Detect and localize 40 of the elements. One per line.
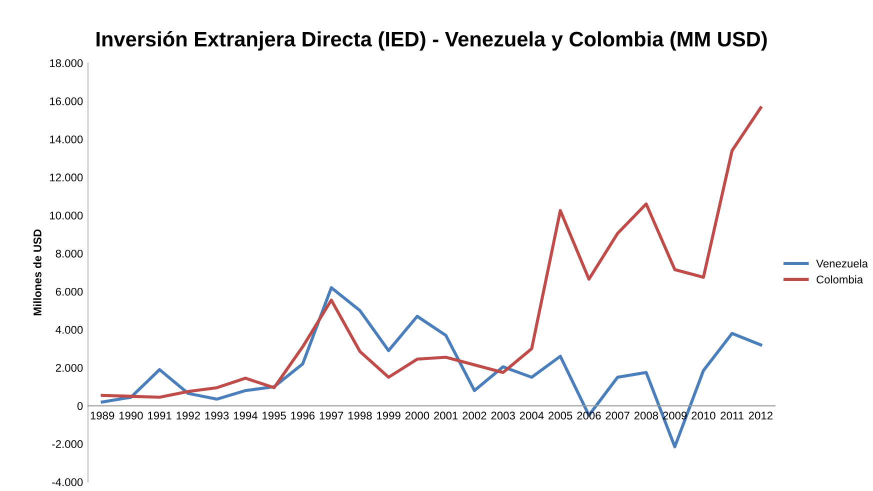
chart-title: Inversión Extranjera Directa (IED) - Venezuela y Colombia (MM USD) [96,31,767,51]
x-tick-label: 2010 [692,412,716,420]
y-tick-label: 14.000 [50,135,83,144]
y-tick-label: 0 [77,402,83,410]
x-tick-label: 2008 [634,412,658,420]
x-tick-label: 1991 [148,412,172,420]
y-tick-label: 10.000 [50,212,83,220]
y-tick-label: 6.000 [56,288,83,296]
x-tick-label: 2012 [748,412,772,420]
x-tick-label: 1993 [205,412,229,420]
x-tick-label: 2001 [434,412,458,420]
x-tick-label: 2005 [548,412,572,420]
y-tick-label: -4.000 [52,478,83,486]
legend-label: Colombia [816,275,864,284]
x-tick-label: 2011 [720,412,744,420]
x-tick-label: 1995 [262,412,286,420]
y-tick-label: 8.000 [56,250,83,258]
legend-label: Venezuela [816,259,868,268]
y-axis-title: Millones de USD [33,229,42,316]
x-tick-label: 1989 [90,412,114,420]
x-tick-label: 1992 [176,412,200,420]
x-tick-label: 1999 [377,412,400,420]
y-tick-label: 4.000 [56,326,83,334]
y-tick-label: 12.000 [50,174,83,182]
x-tick-label: 2000 [405,412,430,420]
y-tick-label: 2.000 [56,364,83,372]
y-tick-label: -2.000 [52,440,83,448]
x-tick-label: 2004 [520,412,544,420]
y-tick-label: 16.000 [50,97,83,106]
x-tick-label: 2003 [491,412,515,420]
x-tick-label: 2002 [462,412,486,420]
line-series [100,106,762,399]
x-tick-label: 1997 [320,412,344,420]
x-tick-label: 1998 [348,412,372,420]
x-tick-label: 2007 [606,412,630,420]
x-tick-label: 1990 [119,412,143,420]
x-tick-label: 2006 [577,412,601,420]
y-tick-label: 18.000 [50,59,83,68]
x-tick-label: 1996 [291,412,315,420]
x-tick-label: 1994 [234,412,258,420]
